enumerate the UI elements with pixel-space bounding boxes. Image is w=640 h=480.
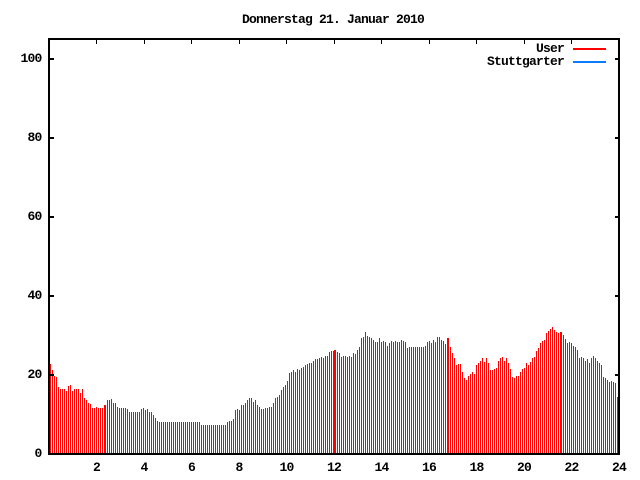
svg-text:User: User	[536, 41, 564, 56]
svg-text:6: 6	[188, 460, 196, 475]
svg-text:20: 20	[27, 367, 42, 382]
svg-text:16: 16	[422, 460, 437, 475]
svg-text:60: 60	[27, 209, 42, 224]
svg-text:12: 12	[327, 460, 342, 475]
svg-text:4: 4	[140, 460, 148, 475]
svg-text:Donnerstag 21. Januar 2010: Donnerstag 21. Januar 2010	[242, 12, 425, 27]
svg-text:40: 40	[27, 288, 42, 303]
svg-text:8: 8	[235, 460, 243, 475]
svg-text:80: 80	[27, 130, 42, 145]
svg-text:22: 22	[564, 460, 579, 475]
svg-text:10: 10	[279, 460, 294, 475]
svg-text:18: 18	[469, 460, 484, 475]
svg-text:24: 24	[612, 460, 627, 475]
svg-text:20: 20	[517, 460, 532, 475]
svg-text:14: 14	[374, 460, 389, 475]
svg-text:2: 2	[93, 460, 101, 475]
svg-text:100: 100	[20, 51, 42, 66]
svg-text:0: 0	[34, 446, 42, 461]
svg-text:Stuttgarter: Stuttgarter	[487, 54, 564, 69]
